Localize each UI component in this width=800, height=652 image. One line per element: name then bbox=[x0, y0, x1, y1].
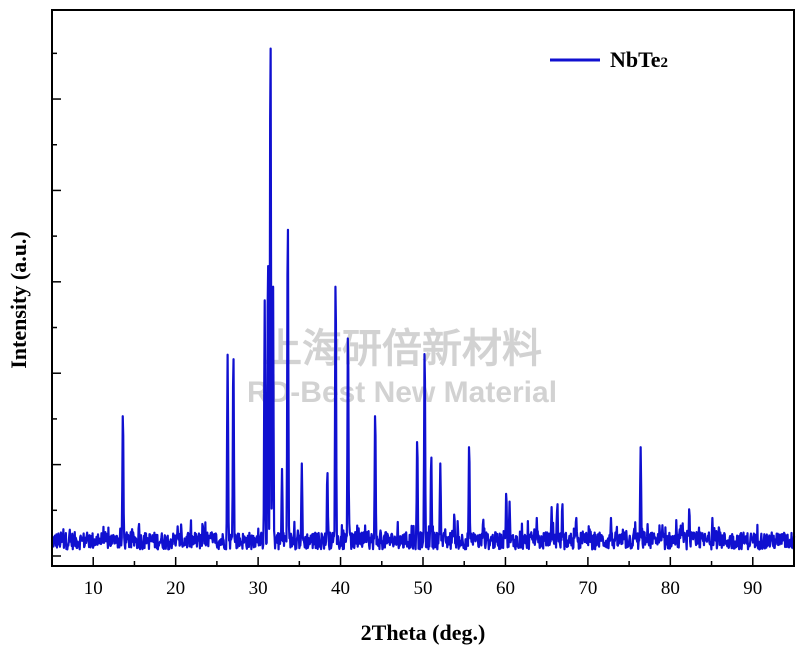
watermark: 上海研倍新材料 RD-Best New Material bbox=[247, 327, 557, 409]
legend-label-main: NbTe bbox=[610, 47, 661, 72]
legend-label: NbTe2 bbox=[610, 47, 668, 72]
x-tick-label: 40 bbox=[331, 578, 350, 599]
x-axis-title: 2Theta (deg.) bbox=[361, 620, 486, 645]
legend-label-sub: 2 bbox=[661, 55, 669, 71]
y-axis-title: Intensity (a.u.) bbox=[6, 231, 31, 369]
y-axis bbox=[52, 52, 61, 557]
x-tick-label: 80 bbox=[661, 578, 680, 599]
x-tick-label: 10 bbox=[84, 578, 103, 599]
x-tick-label: 60 bbox=[496, 578, 515, 599]
watermark-chinese: 上海研倍新材料 bbox=[262, 327, 542, 371]
x-tick-label: 70 bbox=[578, 578, 597, 599]
series-line-nbte2 bbox=[51, 47, 796, 551]
legend: NbTe2 bbox=[550, 47, 668, 72]
plot-area bbox=[51, 47, 796, 551]
x-tick-label: 20 bbox=[166, 578, 185, 599]
x-tick-label: 90 bbox=[743, 578, 762, 599]
watermark-english: RD-Best New Material bbox=[247, 376, 557, 409]
x-tick-label: 50 bbox=[414, 578, 433, 599]
x-axis: 10 20 30 40 50 60 70 80 90 bbox=[84, 557, 795, 599]
x-tick-label: 30 bbox=[249, 578, 268, 599]
